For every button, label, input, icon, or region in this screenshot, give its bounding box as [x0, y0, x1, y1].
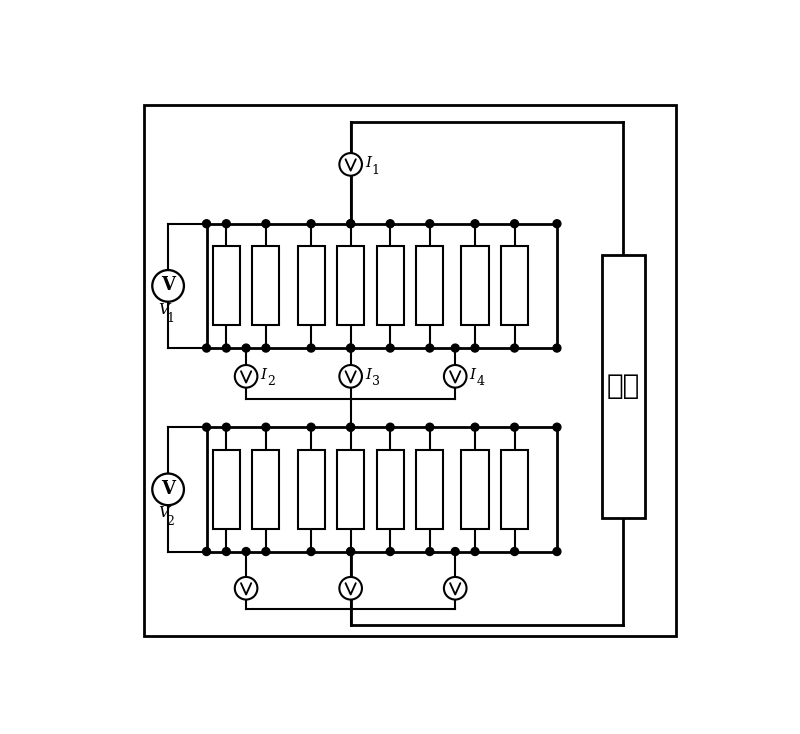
Text: V: V — [161, 479, 175, 498]
Circle shape — [510, 424, 518, 431]
Circle shape — [152, 270, 184, 302]
Text: V: V — [158, 506, 170, 520]
Circle shape — [242, 548, 250, 556]
Text: 2: 2 — [267, 376, 275, 388]
Circle shape — [222, 424, 230, 431]
Circle shape — [307, 548, 315, 556]
Circle shape — [386, 219, 394, 228]
Bar — [252, 450, 279, 529]
Circle shape — [426, 344, 434, 352]
Circle shape — [202, 548, 210, 556]
Bar — [377, 247, 404, 325]
Circle shape — [339, 153, 362, 175]
Circle shape — [553, 424, 561, 431]
Circle shape — [553, 344, 561, 352]
Circle shape — [339, 577, 362, 600]
Circle shape — [426, 548, 434, 556]
Circle shape — [471, 344, 479, 352]
Circle shape — [386, 548, 394, 556]
Text: 1: 1 — [371, 164, 379, 177]
Circle shape — [262, 344, 270, 352]
Text: I: I — [260, 368, 266, 382]
Text: I: I — [470, 368, 475, 382]
Circle shape — [510, 344, 518, 352]
Circle shape — [307, 344, 315, 352]
Circle shape — [444, 577, 466, 600]
Circle shape — [222, 548, 230, 556]
Circle shape — [262, 424, 270, 431]
Text: I: I — [365, 368, 370, 382]
Bar — [377, 450, 404, 529]
Circle shape — [426, 424, 434, 431]
Text: I: I — [365, 156, 370, 170]
Circle shape — [386, 424, 394, 431]
Circle shape — [471, 548, 479, 556]
Bar — [462, 450, 489, 529]
Bar — [416, 247, 443, 325]
Bar — [501, 247, 528, 325]
Circle shape — [471, 219, 479, 228]
Circle shape — [202, 219, 210, 228]
Circle shape — [386, 344, 394, 352]
Circle shape — [202, 344, 210, 352]
Circle shape — [346, 344, 354, 352]
Text: 2: 2 — [166, 515, 174, 528]
Circle shape — [553, 219, 561, 228]
Text: 1: 1 — [166, 312, 174, 325]
Circle shape — [426, 219, 434, 228]
Circle shape — [262, 219, 270, 228]
Circle shape — [307, 424, 315, 431]
Bar — [462, 247, 489, 325]
Bar — [298, 450, 325, 529]
Bar — [337, 247, 364, 325]
Circle shape — [346, 548, 354, 556]
Circle shape — [222, 219, 230, 228]
Circle shape — [202, 424, 210, 431]
Bar — [416, 450, 443, 529]
Circle shape — [346, 219, 354, 228]
Circle shape — [346, 344, 354, 352]
Text: V: V — [158, 302, 170, 316]
Circle shape — [444, 365, 466, 388]
Bar — [337, 450, 364, 529]
Circle shape — [339, 365, 362, 388]
Text: 4: 4 — [476, 376, 484, 388]
Bar — [213, 450, 240, 529]
Circle shape — [222, 344, 230, 352]
Circle shape — [553, 548, 561, 556]
Circle shape — [346, 424, 354, 431]
Bar — [501, 450, 528, 529]
Circle shape — [234, 577, 258, 600]
Circle shape — [510, 548, 518, 556]
Bar — [213, 247, 240, 325]
Bar — [602, 255, 645, 517]
Circle shape — [451, 344, 459, 352]
Circle shape — [346, 548, 354, 556]
Circle shape — [307, 219, 315, 228]
Circle shape — [471, 424, 479, 431]
Circle shape — [346, 424, 354, 431]
Text: 负载: 负载 — [606, 372, 640, 400]
Text: V: V — [161, 276, 175, 294]
Circle shape — [510, 219, 518, 228]
Circle shape — [234, 365, 258, 388]
Circle shape — [242, 344, 250, 352]
Text: 3: 3 — [371, 376, 379, 388]
Circle shape — [451, 548, 459, 556]
Bar — [298, 247, 325, 325]
Circle shape — [346, 219, 354, 228]
Circle shape — [262, 548, 270, 556]
Circle shape — [152, 473, 184, 505]
Bar — [252, 247, 279, 325]
